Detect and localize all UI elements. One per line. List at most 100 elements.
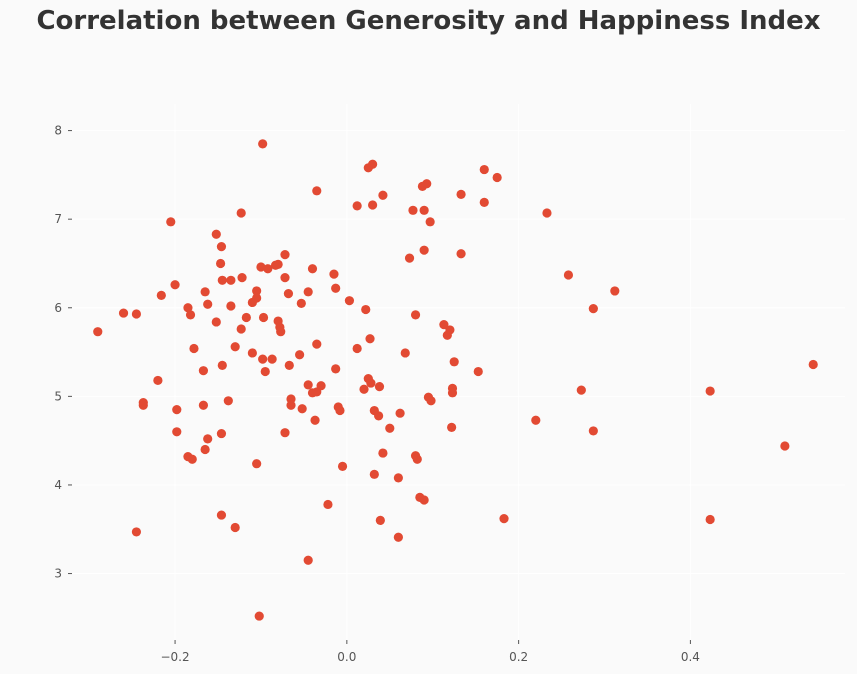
data-point	[198, 400, 209, 410]
data-point	[258, 312, 269, 323]
data-point	[335, 405, 345, 416]
data-point	[296, 298, 306, 308]
data-point	[419, 205, 429, 215]
data-point	[166, 217, 176, 227]
data-point	[323, 499, 333, 510]
x-tick-label: 0.0	[337, 650, 356, 664]
data-point	[419, 245, 429, 255]
data-point	[400, 348, 410, 358]
data-point	[374, 411, 384, 421]
data-point	[449, 357, 459, 367]
x-axis: −0.2 0.0 0.2 0.4	[160, 640, 700, 664]
data-point	[258, 354, 268, 364]
data-point	[156, 290, 166, 300]
data-point	[410, 310, 421, 320]
x-tick-label: 0.2	[509, 650, 528, 664]
data-point	[439, 320, 449, 330]
data-point	[280, 250, 290, 260]
data-point	[393, 532, 403, 542]
data-point	[588, 304, 598, 314]
data-point	[203, 299, 213, 309]
data-point	[422, 179, 432, 189]
data-point	[258, 139, 268, 149]
data-point	[479, 197, 489, 207]
data-point	[425, 217, 435, 227]
data-point	[226, 275, 236, 285]
data-point	[295, 350, 305, 360]
data-point	[286, 400, 296, 410]
data-point	[331, 283, 341, 293]
data-point	[211, 229, 221, 239]
data-point	[260, 366, 270, 377]
data-point	[172, 405, 182, 415]
data-point	[118, 308, 129, 318]
y-tick-label: 7	[54, 212, 62, 226]
data-point	[368, 159, 378, 169]
chart-title: Correlation between Generosity and Happi…	[36, 6, 821, 36]
data-point	[256, 262, 266, 272]
data-point	[492, 172, 502, 183]
data-point	[267, 354, 277, 364]
data-point	[237, 273, 247, 283]
data-point	[216, 428, 227, 439]
data-point	[280, 273, 290, 283]
data-points	[93, 139, 818, 621]
data-point	[359, 384, 369, 394]
data-point	[200, 444, 210, 455]
data-point	[93, 327, 103, 337]
data-point	[283, 288, 294, 299]
data-point	[236, 208, 246, 218]
data-point	[344, 296, 355, 306]
x-tick-label: 0.4	[681, 650, 700, 664]
data-point	[153, 375, 163, 386]
data-point	[216, 242, 227, 252]
data-point	[307, 264, 318, 274]
data-point	[200, 287, 210, 297]
data-point	[215, 258, 226, 269]
data-point	[576, 385, 586, 395]
data-point	[247, 348, 257, 358]
data-point	[378, 190, 388, 200]
data-point	[131, 309, 142, 319]
data-point	[426, 396, 436, 406]
data-point	[226, 301, 236, 311]
data-point	[404, 253, 415, 263]
data-point	[563, 270, 574, 280]
data-point	[447, 422, 457, 432]
data-point	[352, 343, 362, 354]
data-point	[284, 360, 294, 370]
y-axis: 3 4 5 6 7 8	[54, 124, 72, 581]
data-point	[189, 343, 199, 354]
data-point	[312, 339, 322, 349]
data-point	[378, 448, 388, 458]
data-point	[368, 200, 378, 210]
y-tick-label: 5	[54, 389, 62, 403]
data-point	[230, 342, 240, 352]
data-point	[456, 189, 466, 199]
data-point	[252, 459, 262, 469]
data-point	[412, 454, 422, 464]
data-point	[361, 304, 371, 315]
data-point	[131, 527, 142, 537]
data-point	[263, 264, 273, 274]
data-point	[312, 186, 322, 196]
data-point	[280, 428, 290, 438]
data-point	[352, 201, 362, 211]
data-point	[223, 396, 233, 406]
data-point	[138, 400, 148, 410]
data-point	[211, 317, 221, 327]
data-point	[316, 381, 326, 391]
data-point	[303, 380, 313, 390]
data-point	[479, 164, 489, 175]
data-point	[203, 434, 213, 444]
y-tick-label: 4	[54, 478, 62, 492]
data-point	[780, 441, 790, 451]
y-tick-label: 3	[54, 567, 62, 581]
data-point	[217, 275, 227, 285]
data-point	[297, 404, 307, 414]
data-point	[445, 325, 455, 335]
data-point	[198, 366, 209, 376]
data-point	[252, 293, 262, 303]
data-point	[216, 510, 227, 520]
